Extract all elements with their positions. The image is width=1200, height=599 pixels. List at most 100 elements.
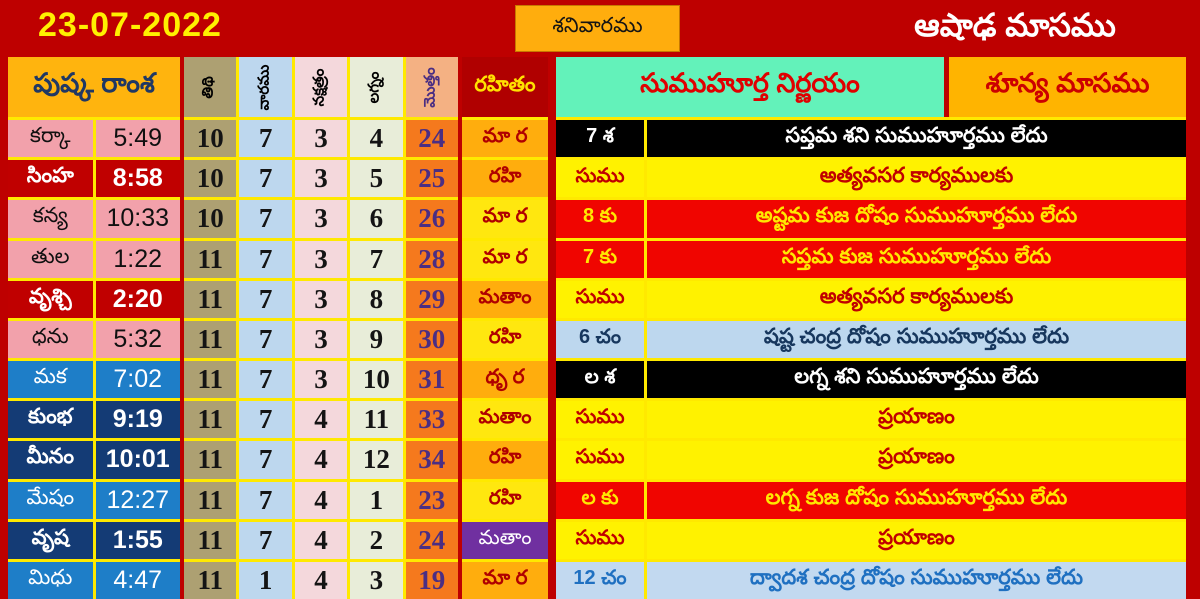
- muhurta-row-label: ల శ: [556, 361, 644, 399]
- rahitam-cell: మతాం: [462, 401, 548, 439]
- column-header-lagna: లగ్నం: [350, 57, 403, 117]
- muhurta-row-label: సుము: [556, 521, 644, 559]
- muhurta-row-label: 7 శ: [556, 120, 644, 158]
- rahitam-cell: మా ర: [462, 561, 548, 599]
- lagna-time-cell: 8:58: [95, 160, 180, 198]
- muhurta-row-text: లగ్న కుజ దోషం సుముహూర్తము లేదు: [647, 481, 1186, 519]
- lagna-value-cell: 8: [350, 280, 403, 318]
- vara-value-cell: 7: [239, 120, 292, 158]
- zodiac-sign-cell: మీనం: [8, 441, 93, 479]
- tithi-value-cell: 11: [184, 441, 237, 479]
- label-divider: [644, 521, 647, 559]
- zodiac-sign-cell: మక: [8, 361, 93, 399]
- column-header-total: మొత్తం: [405, 57, 458, 117]
- tithi-value-cell: 10: [184, 160, 237, 198]
- vara-value-cell: 7: [239, 441, 292, 479]
- zodiac-sign-cell: సింహ: [8, 160, 93, 198]
- label-divider: [644, 240, 647, 278]
- muhurta-row-label: సుము: [556, 160, 644, 198]
- muhurta-row: 7 కు సప్తమ కుజ సుముహూర్తము లేదు: [556, 240, 1186, 278]
- muhurta-row-text: ద్వాదశ చంద్ర దోషం సుముహూర్తము లేదు: [647, 561, 1186, 599]
- rahitam-column: రహితం మా ర రహి మా ర మా ర మతాం రహి ధృ ర మతాం రహి ర…: [462, 57, 548, 599]
- zodiac-sign-cell: వృశ్చి: [8, 280, 93, 318]
- lagna-time-cell: 1:55: [95, 521, 180, 559]
- tithi-value-cell: 11: [184, 561, 237, 599]
- muhurta-row: సుము అత్యవసర కార్యములకు: [556, 280, 1186, 318]
- month-title: ఆషాఢ మాసము: [914, 7, 1116, 43]
- lagna-time-cell: 1:22: [95, 240, 180, 278]
- muhurta-row-label: 8 కు: [556, 200, 644, 238]
- total-value-cell: 26: [405, 200, 458, 238]
- nakshatra-value-cell: 4: [294, 441, 348, 479]
- total-value-cell: 24: [405, 120, 458, 158]
- nakshatra-value-cell: 4: [294, 561, 348, 599]
- tithi-value-cell: 11: [184, 521, 237, 559]
- lagna-time-table: పుష్క రాంశ కర్కా 5:49 సింహ 8:58 కన్య 10:33 తుల…: [8, 57, 180, 599]
- rahitam-cell: రహి: [462, 160, 548, 198]
- lagna-value-cell: 3: [350, 561, 403, 599]
- label-divider: [644, 160, 647, 198]
- lagna-value-cell: 1: [350, 481, 403, 519]
- nakshatra-value-cell: 3: [294, 280, 348, 318]
- label-divider: [644, 320, 647, 358]
- total-value-cell: 30: [405, 320, 458, 358]
- sumuhurta-nirnayam-header: సుముహూర్త నిర్ణయం: [556, 57, 944, 117]
- muhurta-row-label: సుము: [556, 441, 644, 479]
- column-header-nakshatra: నక్షత్రం: [294, 57, 348, 117]
- muhurta-row-label: సుము: [556, 280, 644, 318]
- total-value-cell: 25: [405, 160, 458, 198]
- muhurta-row-text: ప్రయాణం: [647, 441, 1186, 479]
- vara-value-cell: 7: [239, 361, 292, 399]
- muhurta-row-text: అష్టమ కుజ దోషం సుముహూర్తము లేదు: [647, 200, 1186, 238]
- nakshatra-value-cell: 3: [294, 200, 348, 238]
- nakshatra-value-cell: 4: [294, 481, 348, 519]
- nakshatra-value-cell: 3: [294, 160, 348, 198]
- lagna-time-cell: 9:19: [95, 401, 180, 439]
- lagna-time-cell: 12:27: [95, 481, 180, 519]
- nakshatra-value-cell: 3: [294, 320, 348, 358]
- nakshatra-value-cell: 3: [294, 120, 348, 158]
- muhurta-row-text: సప్తమ కుజ సుముహూర్తము లేదు: [647, 240, 1186, 278]
- rahitam-cell: రహి: [462, 441, 548, 479]
- muhurta-row-text: సప్తమ శని సుముహూర్తము లేదు: [647, 120, 1186, 158]
- pushkaramsa-title: పుష్క రాంశ: [8, 57, 180, 117]
- nakshatra-value-cell: 3: [294, 240, 348, 278]
- tithi-value-cell: 10: [184, 200, 237, 238]
- muhurta-table: సుముహూర్త నిర్ణయం శూన్య మాసము 7 శ సప్తమ శ…: [556, 57, 1186, 599]
- rahitam-cell: ధృ ర: [462, 361, 548, 399]
- weekday-label: శనివారము: [552, 14, 643, 37]
- muhurta-row: సుము ప్రయాణం: [556, 441, 1186, 479]
- total-value-cell: 19: [405, 561, 458, 599]
- rahitam-cell: మతాం: [462, 280, 548, 318]
- label-divider: [644, 280, 647, 318]
- lagna-value-cell: 4: [350, 120, 403, 158]
- lagna-time-cell: 4:47: [95, 561, 180, 599]
- nakshatra-value-cell: 4: [294, 521, 348, 559]
- lagna-time-cell: 5:49: [95, 120, 180, 158]
- tithi-value-cell: 10: [184, 120, 237, 158]
- tithi-value-cell: 11: [184, 401, 237, 439]
- tithi-value-cell: 11: [184, 240, 237, 278]
- vara-value-cell: 7: [239, 521, 292, 559]
- zodiac-sign-cell: తుల: [8, 240, 93, 278]
- vara-value-cell: 7: [239, 320, 292, 358]
- lagna-time-cell: 5:32: [95, 320, 180, 358]
- lagna-time-cell: 10:01: [95, 441, 180, 479]
- muhurta-row-label: 12 చం: [556, 561, 644, 599]
- label-divider: [644, 361, 647, 399]
- rahitam-cell: మా ర: [462, 240, 548, 278]
- vara-value-cell: 7: [239, 240, 292, 278]
- muhurta-row-label: సుము: [556, 401, 644, 439]
- vara-value-cell: 7: [239, 200, 292, 238]
- zodiac-sign-cell: కన్య: [8, 200, 93, 238]
- muhurta-row-text: అత్యవసర కార్యములకు: [647, 280, 1186, 318]
- muhurta-row: సుము ప్రయాణం: [556, 401, 1186, 439]
- rahitam-cell: మతాం: [462, 521, 548, 559]
- total-value-cell: 24: [405, 521, 458, 559]
- total-value-cell: 29: [405, 280, 458, 318]
- nakshatra-value-cell: 4: [294, 401, 348, 439]
- lagna-time-cell: 10:33: [95, 200, 180, 238]
- muhurta-row-label: 7 కు: [556, 240, 644, 278]
- muhurta-row-label: ల కు: [556, 481, 644, 519]
- lagna-value-cell: 12: [350, 441, 403, 479]
